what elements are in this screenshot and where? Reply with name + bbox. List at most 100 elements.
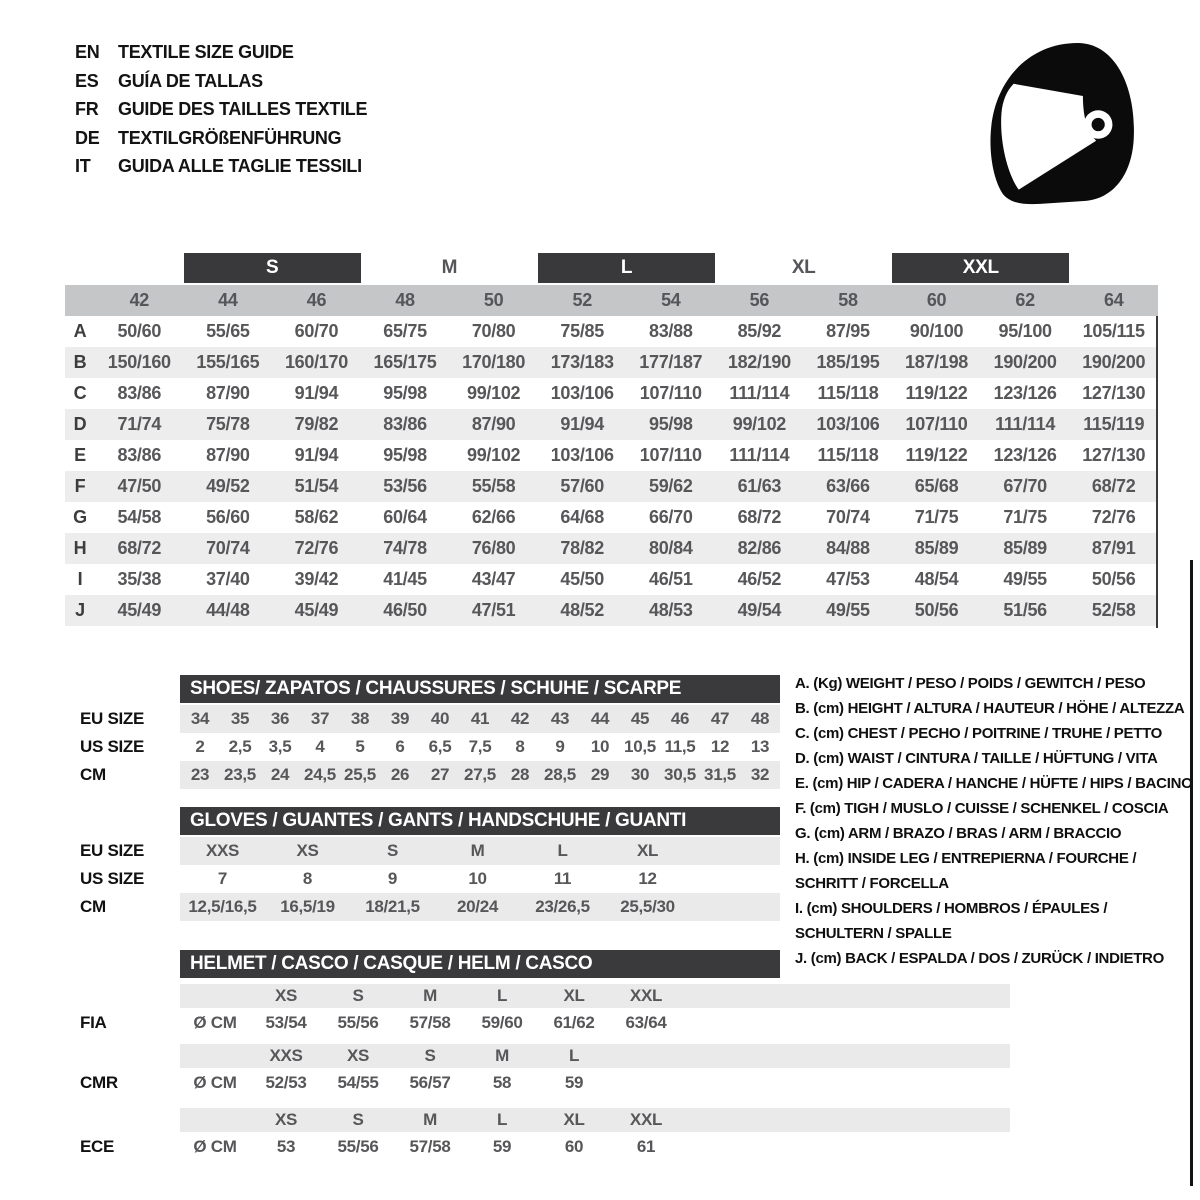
numeric-size: 44 bbox=[218, 290, 238, 310]
helmet-value: 61/62 bbox=[553, 1013, 595, 1032]
row-label: CM bbox=[80, 897, 106, 916]
shoes-value: 31,5 bbox=[704, 765, 736, 784]
size-value: 44/48 bbox=[206, 600, 250, 620]
row-letter: A bbox=[73, 321, 87, 341]
shoes-value: 29 bbox=[590, 765, 610, 784]
diameter-unit-label: Ø CM bbox=[193, 1073, 237, 1092]
size-value: 47/50 bbox=[117, 476, 162, 496]
shoes-section-header: SHOES/ ZAPATOS / CHAUSSURES / SCHUHE / S… bbox=[180, 675, 780, 703]
shoes-value: 28,5 bbox=[544, 765, 576, 784]
helmet-size-label bbox=[610, 1044, 682, 1068]
helmet-size-label: M bbox=[423, 986, 437, 1005]
letter-size-s: S bbox=[183, 253, 361, 283]
helmet-value-row: ECE Ø CM 53 55/56 57/58 59 60 61 bbox=[80, 1132, 1010, 1162]
size-value: 107/110 bbox=[639, 445, 702, 465]
textile-size-table: S M L XL XXL 42 44 46 48 50 52 54 56 58 60 62 64 A 50/60… bbox=[65, 253, 1158, 626]
shoes-value: 35 bbox=[230, 709, 250, 728]
helmet-value: 57/58 bbox=[409, 1013, 451, 1032]
helmet-size-label: L bbox=[496, 986, 508, 1005]
helmet-value-row: CMR Ø CM 52/53 54/55 56/57 58 59 bbox=[80, 1068, 1010, 1098]
size-value: 50/56 bbox=[1091, 569, 1136, 589]
gloves-value: 7 bbox=[217, 869, 228, 888]
size-value: 71/74 bbox=[117, 414, 162, 434]
language-row: IT GUIDA ALLE TAGLIE TESSILI bbox=[75, 152, 367, 181]
diameter-unit-label: Ø CM bbox=[193, 1137, 237, 1156]
size-value: 35/38 bbox=[117, 569, 162, 589]
row-letter: I bbox=[77, 569, 83, 589]
gloves-value: XXS bbox=[205, 841, 240, 860]
size-value: 187/198 bbox=[905, 352, 969, 372]
helmet-size-label: S bbox=[424, 1046, 436, 1065]
size-value: 87/90 bbox=[206, 445, 250, 465]
size-value: 48/52 bbox=[560, 600, 604, 620]
shoes-section: SHOES/ ZAPATOS / CHAUSSURES / SCHUHE / S… bbox=[80, 675, 780, 789]
size-value: 59/62 bbox=[649, 476, 693, 496]
size-value: 75/78 bbox=[206, 414, 250, 434]
size-value: 127/130 bbox=[1082, 445, 1146, 465]
size-value: 173/183 bbox=[550, 352, 614, 372]
numeric-size: 52 bbox=[572, 290, 592, 310]
size-value: 119/122 bbox=[905, 445, 968, 465]
helmet-value bbox=[610, 1068, 682, 1098]
helmet-size-label: XS bbox=[346, 1046, 370, 1065]
helmet-standard-ece: XS S M L XL XXL ECE Ø CM 53 55/56 57/58 59 60 61 bbox=[80, 1108, 1010, 1162]
size-value: 65/68 bbox=[914, 476, 959, 496]
numeric-size: 50 bbox=[483, 290, 504, 310]
size-value: 47/51 bbox=[471, 600, 516, 620]
gloves-value: L bbox=[557, 841, 568, 860]
size-value: 111/114 bbox=[729, 445, 790, 465]
row-label: CM bbox=[80, 765, 106, 784]
size-value: 115/118 bbox=[817, 445, 879, 465]
size-row-h: H 68/72 70/74 72/76 74/78 76/80 78/82 80/84 82/8… bbox=[65, 533, 1158, 564]
row-label: EU SIZE bbox=[80, 841, 145, 860]
size-row-j: J 45/49 44/48 45/49 46/50 47/51 48/52 48/53 49/5… bbox=[65, 595, 1158, 626]
shoes-value: 10 bbox=[590, 737, 610, 756]
shoes-value: 46 bbox=[670, 709, 690, 728]
size-value: 83/88 bbox=[649, 321, 693, 341]
size-value: 84/88 bbox=[826, 538, 870, 558]
legend-line: SCHULTERN / SPALLE bbox=[795, 925, 952, 942]
size-value: 74/78 bbox=[383, 538, 427, 558]
size-value: 107/110 bbox=[639, 383, 702, 403]
size-value: 45/49 bbox=[294, 600, 339, 620]
size-value: 51/54 bbox=[294, 476, 339, 496]
language-title: TEXTILE SIZE GUIDE bbox=[118, 42, 294, 62]
shoes-value: 9 bbox=[555, 737, 565, 756]
gloves-value: 9 bbox=[387, 869, 398, 888]
size-value: 185/195 bbox=[816, 352, 880, 372]
legend-line: D. (cm) WAIST / CINTURA / TAILLE / HÜFTU… bbox=[795, 750, 1158, 767]
size-value: 54/58 bbox=[117, 507, 162, 527]
helmet-standards: XS S M L XL XXL FIA Ø CM 53/54 55/56 57/58 59/60 61/… bbox=[80, 984, 1010, 1162]
shoes-value: 12 bbox=[710, 737, 730, 756]
helmet-value: 57/58 bbox=[409, 1137, 451, 1156]
helmet-size-label: XS bbox=[274, 986, 298, 1005]
helmet-size-label: M bbox=[495, 1046, 509, 1065]
gloves-table: EU SIZE XXS XS S M L XL US SIZE 7 8 9 10 11 12 CM 12,5/… bbox=[80, 837, 780, 921]
size-row-e: E 83/86 87/90 91/94 95/98 99/102 103/106 107/11… bbox=[65, 440, 1158, 471]
gloves-value: S bbox=[386, 841, 399, 860]
helmet-size-label: XXL bbox=[629, 986, 663, 1005]
numeric-size: 54 bbox=[661, 290, 681, 310]
table-right-border-line bbox=[1156, 316, 1158, 628]
helmet-value: 55/56 bbox=[337, 1013, 379, 1032]
shoes-value: 8 bbox=[515, 737, 525, 756]
size-row-c: C 83/86 87/90 91/94 95/98 99/102 103/106 107/11… bbox=[65, 378, 1158, 409]
shoes-value: 36 bbox=[270, 709, 290, 728]
helmet-size-label: L bbox=[568, 1046, 580, 1065]
gloves-row-cm: CM 12,5/16,5 16,5/19 18/21,5 20/24 23/26,5 25,… bbox=[80, 893, 780, 921]
size-value: 43/47 bbox=[471, 569, 516, 589]
helmet-section: HELMET / CASCO / CASQUE / HELM / CASCO X… bbox=[80, 950, 1010, 1162]
shoes-values: 34 35 36 37 38 39 40 41 42 43 44 45 46 47 48 bbox=[180, 705, 780, 733]
size-value: 78/82 bbox=[560, 538, 604, 558]
shoes-value: 27 bbox=[430, 765, 450, 784]
helmet-size-label: XS bbox=[274, 1110, 298, 1129]
letter-size-l: L bbox=[537, 253, 716, 283]
shoes-value: 34 bbox=[190, 709, 210, 728]
helmet-value-grid: Ø CM 52/53 54/55 56/57 58 59 bbox=[180, 1068, 1010, 1098]
size-value: 55/58 bbox=[471, 476, 516, 496]
shoes-value: 10,5 bbox=[624, 737, 656, 756]
size-value: 72/76 bbox=[294, 538, 339, 558]
shoes-value: 39 bbox=[390, 709, 410, 728]
shoes-value: 6,5 bbox=[428, 737, 452, 756]
row-label: EU SIZE bbox=[80, 709, 145, 728]
